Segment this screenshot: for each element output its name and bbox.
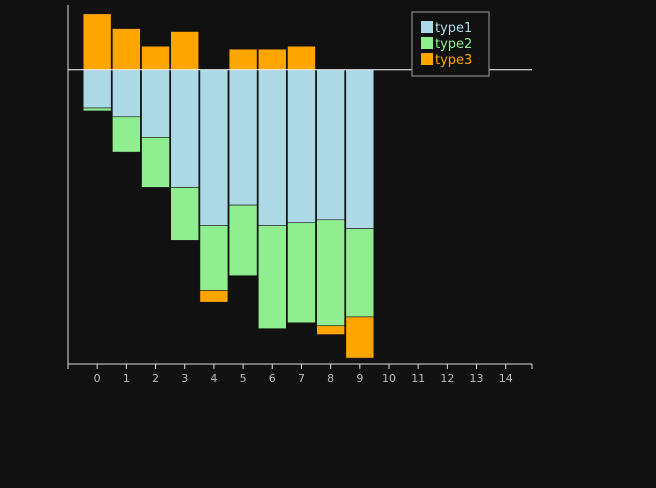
x-tick-label: 2: [152, 372, 159, 385]
x-tick-label: 12: [440, 372, 454, 385]
x-tick-label: 1: [123, 372, 130, 385]
x-tick-group: 0 1 2 3 4 5 6 7 8 9 10 11 12 13 14: [67, 364, 533, 385]
x-tick-label: 10: [382, 372, 396, 385]
x-tick-label: 5: [240, 372, 247, 385]
bar-type1-5: [228, 69, 258, 206]
bar-type1-4: [199, 69, 229, 226]
bar-type1-6: [257, 69, 287, 226]
legend-swatch-type3: [421, 53, 433, 65]
bar-type3-0: [82, 13, 112, 71]
bar-type2-4: [199, 225, 229, 291]
bar-type1-0: [82, 69, 112, 109]
bar-type2-8: [316, 219, 345, 327]
bar-type1-8: [316, 69, 345, 221]
bar-type2-3: [170, 187, 200, 241]
bar-type3-7: [287, 45, 316, 71]
bar-type2-1: [112, 116, 141, 153]
x-tick-label: 14: [499, 372, 513, 385]
bar-type1-2: [141, 69, 170, 138]
x-tick-label: 7: [298, 372, 305, 385]
x-tick-label: 13: [470, 372, 484, 385]
legend-label-type1: type1: [435, 21, 472, 36]
bar-type1-9: [345, 69, 375, 229]
bar-type2-0: [82, 107, 112, 112]
x-tick-label: 6: [269, 372, 276, 385]
bar-type3-1: [112, 28, 141, 71]
x-tick-label: 4: [210, 372, 217, 385]
bar-type3-4: [199, 290, 229, 303]
bar-type2-2: [141, 137, 170, 188]
x-tick-label: 11: [411, 372, 425, 385]
bar-type2-7: [287, 222, 316, 324]
bar-type3-8: [316, 325, 345, 335]
bar-type1-3: [170, 69, 200, 188]
bar-type2-9: [345, 228, 375, 318]
bar-type1-1: [112, 69, 141, 118]
bars-layer: [82, 13, 375, 359]
x-tick-label: 0: [94, 372, 101, 385]
bar-type3-9: [345, 316, 375, 359]
bar-type3-3: [170, 31, 200, 71]
bar-type3-6: [257, 48, 287, 71]
bar-type3-2: [141, 45, 170, 71]
bar-type3-5: [228, 48, 258, 71]
x-tick-label: 3: [181, 372, 188, 385]
bar-type2-5: [228, 204, 258, 277]
legend-label-type3: type3: [435, 53, 472, 68]
bar-type1-7: [287, 69, 316, 224]
bar-type2-6: [257, 225, 287, 329]
legend-label-type2: type2: [435, 37, 472, 52]
legend-swatch-type1: [421, 21, 433, 33]
x-tick-label: 9: [356, 372, 363, 385]
legend-swatch-type2: [421, 37, 433, 49]
x-tick-label: 8: [327, 372, 334, 385]
